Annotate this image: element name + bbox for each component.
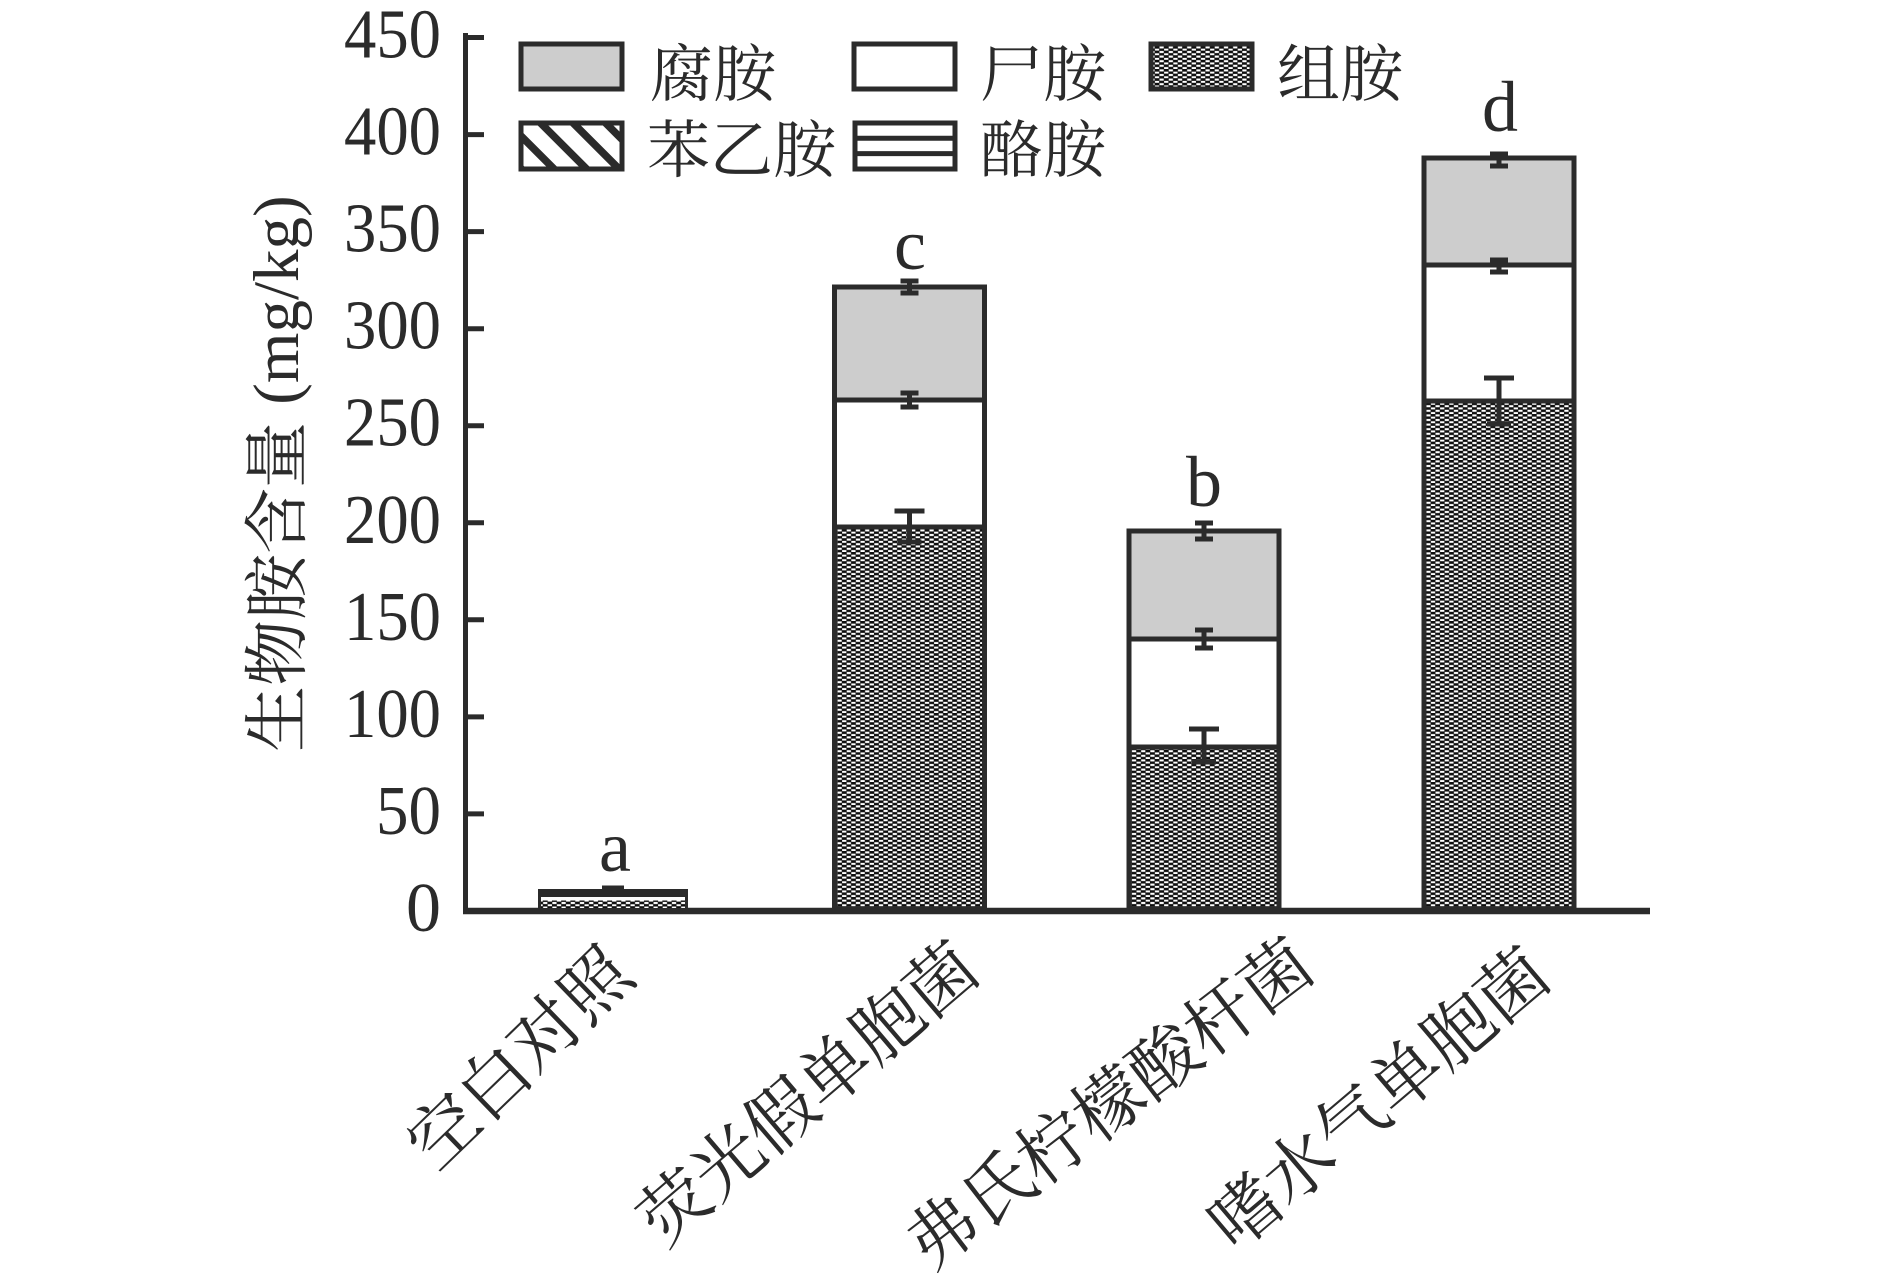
svg-text:a: a (599, 807, 631, 887)
svg-text:300: 300 (344, 288, 441, 365)
svg-text:b: b (1186, 442, 1222, 522)
svg-text:350: 350 (344, 191, 441, 268)
svg-text:c: c (894, 205, 926, 285)
svg-text:150: 150 (344, 579, 441, 656)
svg-text:400: 400 (344, 94, 441, 171)
svg-text:250: 250 (344, 385, 441, 462)
svg-text:(mg/kg): (mg/kg) (241, 195, 313, 421)
svg-text:200: 200 (344, 482, 441, 559)
svg-text:450: 450 (344, 0, 441, 74)
svg-text:50: 50 (376, 773, 441, 850)
svg-text:100: 100 (344, 676, 441, 753)
svg-text:0: 0 (406, 870, 441, 947)
svg-text:d: d (1482, 67, 1518, 147)
